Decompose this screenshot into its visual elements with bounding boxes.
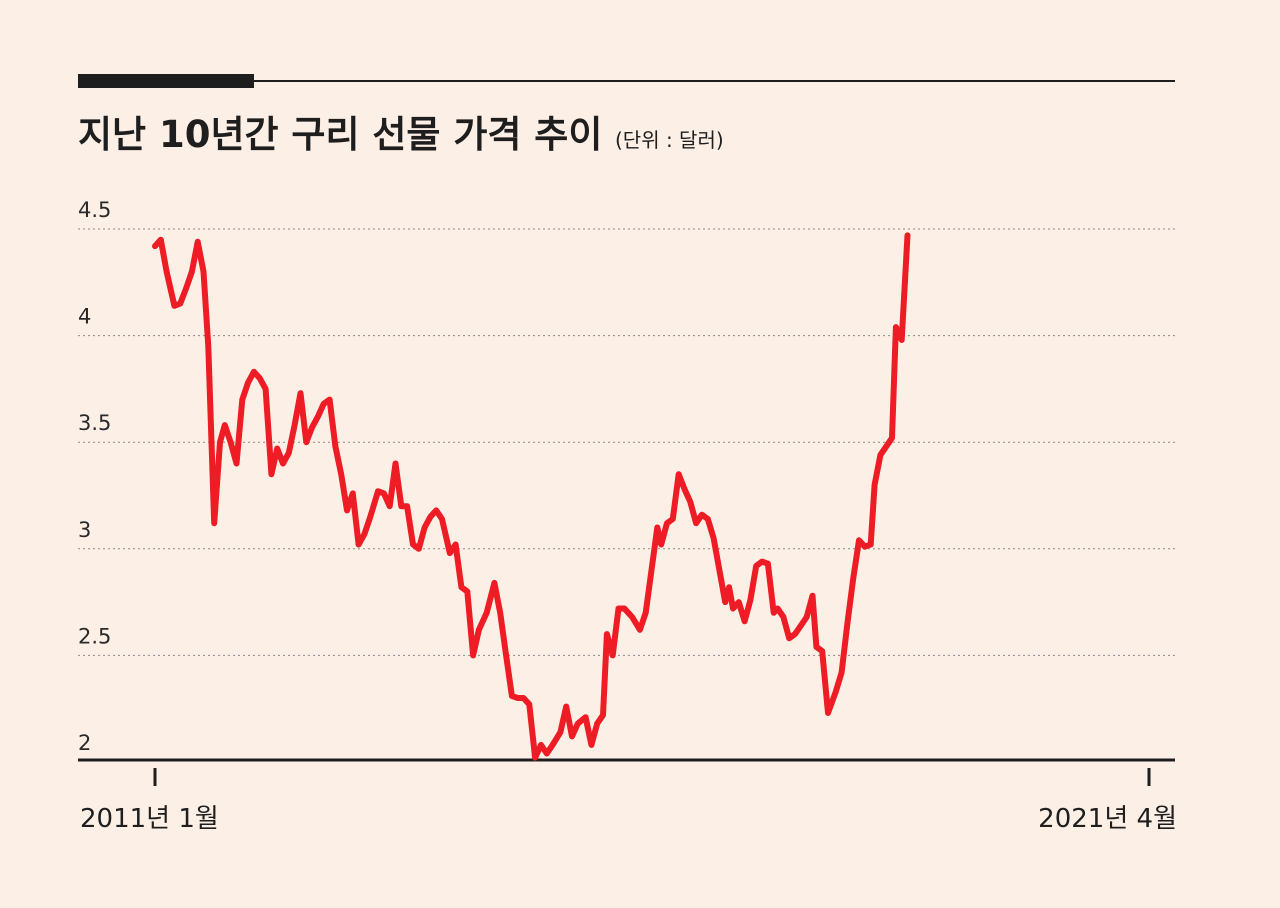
header-accent-bar xyxy=(78,74,254,88)
x-axis-ticks: 2011년 1월 2021년 4월 xyxy=(80,768,1177,834)
chart-title: 지난 10년간 구리 선물 가격 추이 xyxy=(78,113,602,156)
chart-unit: (단위 : 달러) xyxy=(615,128,724,152)
y-tick-label: 4.5 xyxy=(78,198,111,222)
y-tick-label: 3 xyxy=(78,518,91,542)
y-tick-label: 3.5 xyxy=(78,411,111,435)
y-tick-label: 4 xyxy=(78,305,91,329)
x-tick-label: 2021년 4월 xyxy=(1038,804,1177,834)
series-layer xyxy=(152,232,911,761)
y-tick-label: 2.5 xyxy=(78,624,111,648)
y-axis-ticks: 4.5 4 3.5 3 2.5 2 xyxy=(78,198,111,755)
gridlines xyxy=(78,228,1175,656)
y-tick-label: 2 xyxy=(78,731,91,755)
x-tick-label: 2011년 1월 xyxy=(80,804,219,834)
series-line xyxy=(152,232,911,761)
